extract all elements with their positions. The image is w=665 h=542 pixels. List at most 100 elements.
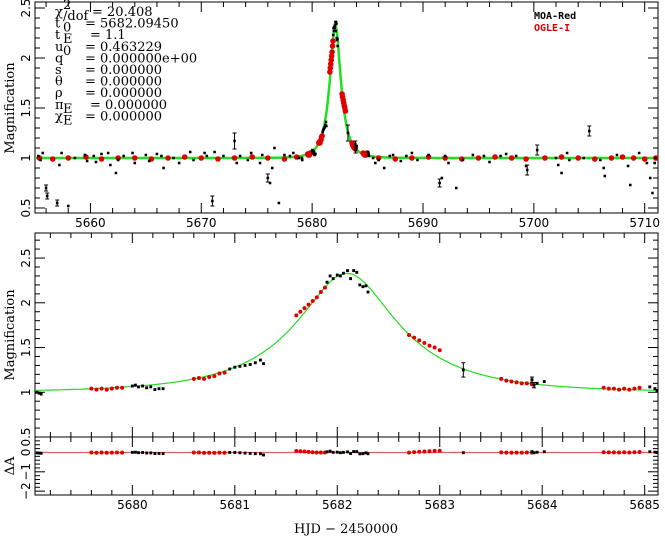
data-point [35,451,39,455]
data-point [215,156,221,162]
data-point [324,120,328,124]
data-point [268,181,272,185]
param-sub: 0 [63,21,71,36]
data-point [651,191,654,195]
data-point [332,29,336,33]
param-value: = 5682.09450 [85,17,179,32]
data-point [554,156,558,160]
data-point [565,151,569,155]
data-point [523,156,529,162]
data-point [58,163,61,167]
data-point [653,450,657,454]
data-point [392,156,399,162]
data-point [37,391,41,395]
data-point [114,450,119,455]
data-point [355,144,358,148]
data-point [371,156,375,160]
y-tick-label: 0.5 [19,198,33,217]
data-point [141,384,145,388]
data-point [233,139,236,143]
data-point [358,452,362,456]
data-point [615,153,619,157]
data-point [388,154,392,158]
data-point [333,23,337,27]
x-axis-label: HJD − 2450000 [294,522,398,537]
data-point [611,386,616,391]
data-point [346,131,350,135]
data-point [207,375,212,380]
data-point [524,381,529,386]
data-point [560,171,563,175]
data-point [253,452,257,456]
data-point [264,155,271,161]
data-point [587,129,591,133]
param-name: u [55,40,63,55]
data-point [306,302,311,307]
data-point [354,148,357,152]
param-value: = 0.000000 [85,75,162,90]
data-point [283,153,286,157]
data-point [558,154,565,160]
data-point [94,450,99,455]
data-point [442,155,448,161]
data-point [249,154,256,160]
data-point [336,44,339,48]
data-point [412,335,417,340]
data-point [499,450,504,455]
data-point [338,274,342,278]
data-point [94,387,99,392]
data-point [542,155,548,161]
data-point [217,450,222,455]
data-point [66,204,70,208]
x-tick-label: 5681 [220,498,251,512]
param-sub: E [63,32,73,47]
data-point [177,161,181,165]
data-point [599,158,602,162]
data-point [273,146,276,150]
data-point [294,448,299,453]
data-point [314,295,319,300]
data-point [335,273,339,277]
legend: MOA-Red OGLE-I [534,11,576,34]
data-point [601,385,606,390]
data-point [153,388,157,392]
data-point [196,450,201,455]
x-tick-label: 5710 [629,216,660,230]
data-point [349,452,353,455]
data-point [519,381,524,386]
data-point [603,174,607,178]
series-ogle-i [89,285,642,392]
data-point [270,166,274,170]
data-point [302,449,307,454]
data-point [198,155,205,161]
data-point [425,154,432,160]
data-point [377,158,380,162]
data-point [235,161,239,165]
data-point [312,150,316,154]
data-point [222,154,225,158]
plot-frame [34,232,659,438]
data-point [341,271,345,275]
data-point [98,156,105,162]
data-point [160,154,163,158]
data-point [422,449,427,454]
data-point [611,450,616,455]
data-point [530,378,534,382]
data-point [288,154,292,158]
data-point [306,449,311,454]
data-point [637,385,642,390]
y-axis-label-bottom: Magnification [3,289,18,381]
data-point [366,290,370,294]
data-point [137,451,140,455]
data-point [325,280,329,284]
data-point [655,389,659,392]
data-point [352,269,356,273]
data-point [341,450,345,454]
data-point [231,155,238,161]
data-point [49,156,56,162]
data-point [141,451,145,454]
data-point [461,158,465,162]
x-tick-label: 5680 [297,216,328,230]
data-point [162,166,165,170]
data-point [375,155,382,161]
